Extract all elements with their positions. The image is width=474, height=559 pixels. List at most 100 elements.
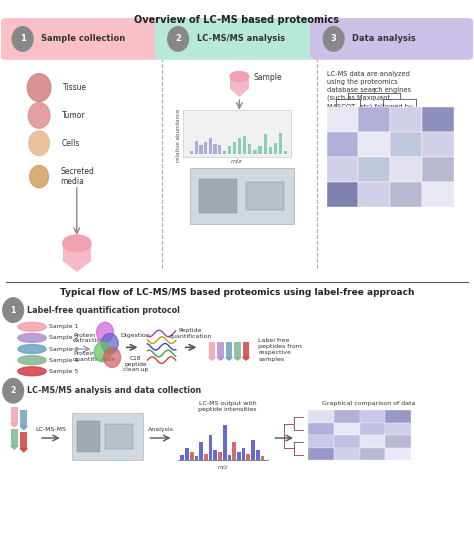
Text: C18
peptide
clean up: C18 peptide clean up bbox=[123, 356, 148, 372]
Text: Sample 2: Sample 2 bbox=[48, 335, 78, 340]
Bar bbox=[284, 151, 287, 154]
Bar bbox=[213, 144, 217, 154]
Bar bbox=[359, 410, 385, 423]
Bar bbox=[199, 442, 203, 460]
Bar bbox=[223, 425, 227, 460]
Bar bbox=[213, 450, 217, 460]
Bar bbox=[204, 141, 207, 154]
Bar bbox=[195, 141, 198, 154]
Bar bbox=[308, 423, 334, 435]
Polygon shape bbox=[63, 260, 91, 271]
Bar bbox=[358, 157, 390, 182]
Text: Tissue: Tissue bbox=[63, 83, 87, 92]
Bar bbox=[181, 455, 184, 460]
Bar bbox=[334, 423, 359, 435]
Bar bbox=[279, 134, 283, 154]
Bar bbox=[243, 342, 249, 357]
Bar bbox=[230, 74, 249, 88]
Bar bbox=[190, 452, 194, 460]
Text: Typical flow of LC-MS/MS based proteomics using label-free approach: Typical flow of LC-MS/MS based proteomic… bbox=[60, 288, 414, 297]
Bar bbox=[385, 423, 411, 435]
Bar bbox=[234, 342, 241, 357]
Ellipse shape bbox=[18, 356, 46, 364]
Ellipse shape bbox=[18, 323, 46, 331]
Bar bbox=[422, 132, 454, 157]
Text: Analysis: Analysis bbox=[148, 428, 173, 433]
Polygon shape bbox=[11, 446, 18, 449]
Bar bbox=[248, 144, 251, 154]
Text: Tumor: Tumor bbox=[62, 111, 85, 120]
Bar bbox=[274, 143, 277, 154]
Circle shape bbox=[3, 378, 24, 403]
Bar bbox=[269, 148, 272, 154]
FancyBboxPatch shape bbox=[155, 18, 319, 60]
Bar bbox=[195, 456, 198, 460]
Polygon shape bbox=[209, 357, 215, 360]
Circle shape bbox=[168, 27, 189, 51]
Text: m/z: m/z bbox=[218, 464, 228, 469]
Bar bbox=[238, 138, 241, 154]
Circle shape bbox=[97, 323, 114, 342]
Bar bbox=[209, 138, 212, 154]
Text: Sample 4: Sample 4 bbox=[48, 358, 78, 363]
Polygon shape bbox=[20, 427, 27, 430]
Ellipse shape bbox=[230, 72, 249, 82]
Bar bbox=[327, 182, 358, 207]
Polygon shape bbox=[226, 357, 232, 360]
Polygon shape bbox=[230, 88, 249, 96]
Text: m/z: m/z bbox=[231, 159, 243, 164]
Bar bbox=[20, 432, 27, 448]
Bar bbox=[327, 157, 358, 182]
Bar bbox=[334, 435, 359, 448]
Text: Peptide
quantification: Peptide quantification bbox=[168, 328, 211, 339]
Bar bbox=[105, 424, 133, 449]
Text: relative abundance: relative abundance bbox=[176, 108, 181, 162]
Bar bbox=[190, 150, 193, 154]
Bar bbox=[253, 150, 256, 154]
Bar bbox=[251, 440, 255, 460]
Text: LC-MS/MS analysis: LC-MS/MS analysis bbox=[197, 35, 285, 44]
Circle shape bbox=[101, 334, 118, 353]
FancyBboxPatch shape bbox=[0, 18, 164, 60]
Bar bbox=[261, 456, 264, 460]
Bar bbox=[308, 448, 334, 460]
Text: Data analysis: Data analysis bbox=[353, 35, 416, 44]
Bar bbox=[190, 168, 293, 224]
Ellipse shape bbox=[18, 367, 46, 376]
Bar bbox=[334, 448, 359, 460]
Text: LC-MS output with
peptide intensities: LC-MS output with peptide intensities bbox=[198, 401, 257, 412]
Bar bbox=[358, 132, 390, 157]
Bar bbox=[390, 132, 422, 157]
Bar bbox=[308, 435, 334, 448]
Bar bbox=[264, 134, 267, 154]
Text: Sample collection: Sample collection bbox=[41, 35, 126, 44]
Bar bbox=[228, 455, 231, 460]
Text: 1: 1 bbox=[19, 35, 26, 44]
Circle shape bbox=[3, 298, 24, 323]
Bar bbox=[390, 107, 422, 132]
Circle shape bbox=[27, 74, 51, 102]
Bar bbox=[218, 145, 221, 154]
Bar bbox=[243, 136, 246, 154]
Bar bbox=[228, 146, 231, 154]
Bar bbox=[11, 407, 18, 424]
Circle shape bbox=[12, 27, 33, 51]
FancyBboxPatch shape bbox=[310, 18, 474, 60]
Bar bbox=[11, 429, 18, 446]
Bar bbox=[204, 454, 208, 460]
Bar bbox=[327, 132, 358, 157]
Bar bbox=[218, 452, 222, 460]
Text: 3: 3 bbox=[331, 35, 337, 44]
Circle shape bbox=[94, 342, 111, 362]
Text: Sample 3: Sample 3 bbox=[48, 347, 78, 352]
Polygon shape bbox=[234, 357, 241, 360]
Text: Digestion: Digestion bbox=[121, 333, 151, 338]
Bar bbox=[422, 182, 454, 207]
Text: Label free
peptides from
respective
samples: Label free peptides from respective samp… bbox=[258, 338, 302, 362]
Text: Graphical comparison of data: Graphical comparison of data bbox=[322, 401, 416, 406]
Bar bbox=[183, 110, 291, 157]
Text: 2: 2 bbox=[10, 386, 16, 395]
Bar bbox=[422, 107, 454, 132]
Text: Sample 1: Sample 1 bbox=[48, 324, 78, 329]
Bar bbox=[232, 442, 236, 460]
